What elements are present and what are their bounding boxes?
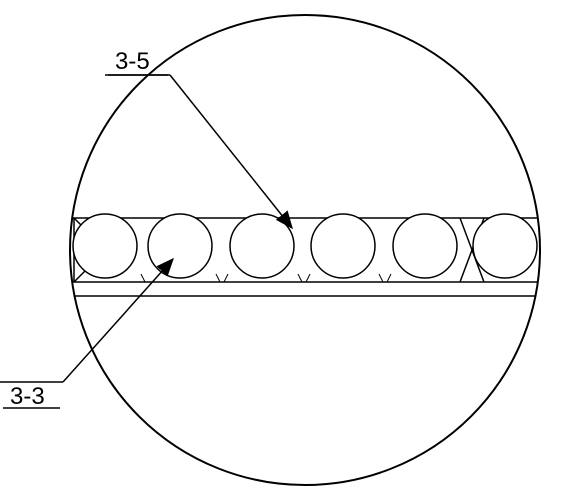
ball-3: [230, 214, 294, 278]
ball-6: [473, 214, 537, 278]
ball-2: [148, 214, 212, 278]
ball-5: [393, 214, 457, 278]
ball-1: [73, 214, 137, 278]
ball-4: [311, 214, 375, 278]
leader-cage: [105, 75, 292, 228]
label-cage: 3-5: [115, 48, 150, 76]
detail-circle: [70, 15, 540, 485]
leader-ball: [0, 259, 173, 382]
label-ball: 3-3: [10, 383, 45, 411]
clipped-content: [60, 214, 550, 296]
diagram-svg: [0, 0, 586, 501]
diagram-container: 3-5 3-3: [0, 0, 586, 501]
